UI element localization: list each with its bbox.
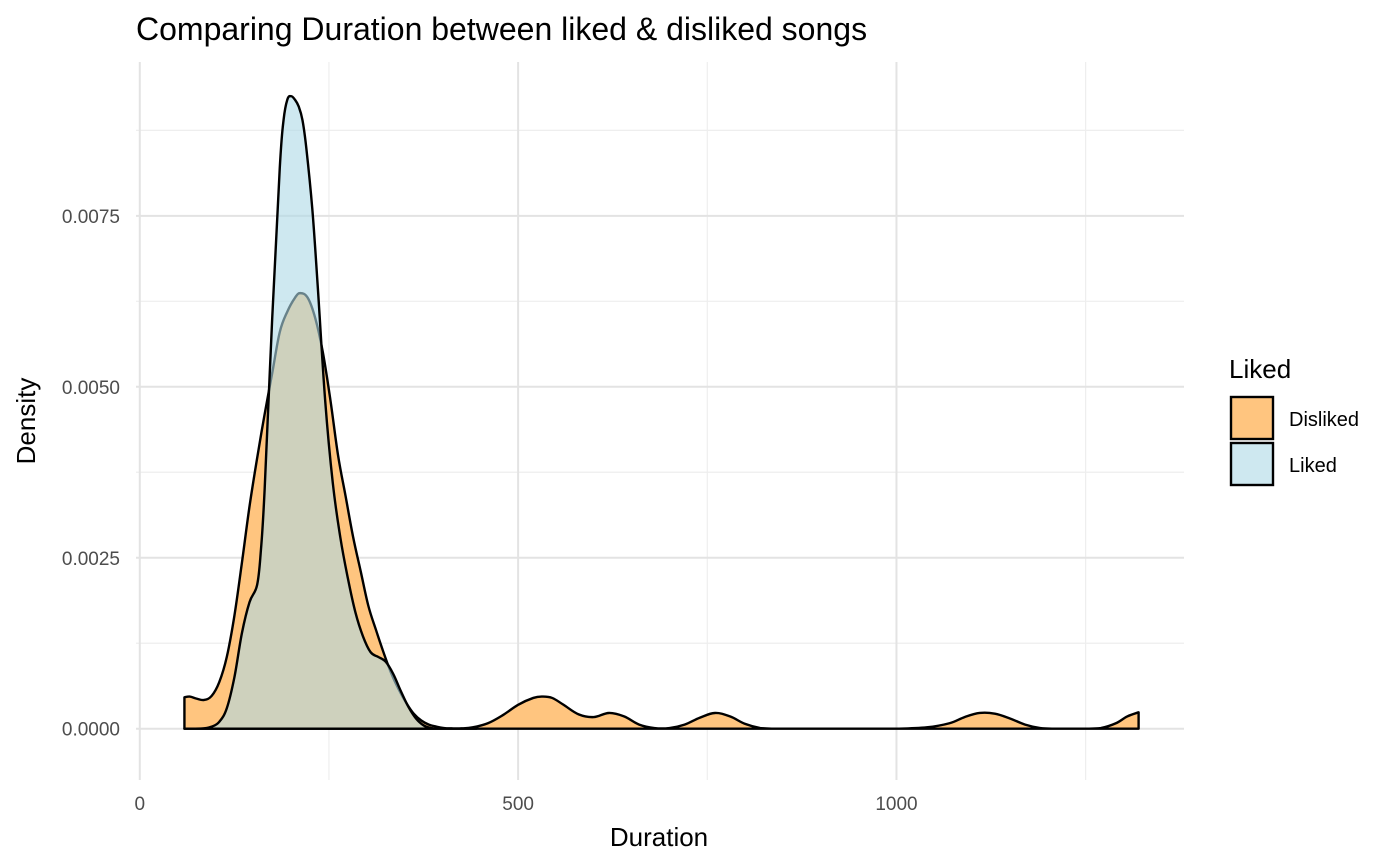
x-axis-title: Duration xyxy=(610,822,708,852)
density-area-liked xyxy=(184,96,477,729)
legend-label-liked: Liked xyxy=(1289,455,1337,477)
legend: Liked Disliked Liked xyxy=(1229,354,1359,487)
density-outline-liked xyxy=(183,94,478,730)
series-layer xyxy=(183,94,1140,730)
y-tick-label: 0.0050 xyxy=(62,378,120,399)
y-tick-label: 0.0025 xyxy=(62,549,120,570)
chart-title: Comparing Duration between liked & disli… xyxy=(136,11,867,47)
x-tick-label: 1000 xyxy=(875,794,917,815)
legend-swatch-disliked xyxy=(1229,395,1275,441)
x-axis-ticks: 0 500 1000 xyxy=(134,794,917,815)
legend-title: Liked xyxy=(1229,354,1291,384)
legend-item-liked: Liked xyxy=(1229,441,1337,487)
legend-label-disliked: Disliked xyxy=(1289,409,1359,431)
y-tick-label: 0.0075 xyxy=(62,207,120,228)
y-tick-label: 0.0000 xyxy=(62,720,120,741)
legend-item-disliked: Disliked xyxy=(1229,395,1359,441)
legend-swatch-liked xyxy=(1229,441,1275,487)
y-axis-ticks: 0.0000 0.0025 0.0050 0.0075 xyxy=(62,207,120,741)
x-tick-label: 0 xyxy=(134,794,145,815)
y-axis-title: Density xyxy=(11,378,41,465)
legend-items: Disliked Liked xyxy=(1229,395,1359,487)
x-tick-label: 500 xyxy=(502,794,534,815)
